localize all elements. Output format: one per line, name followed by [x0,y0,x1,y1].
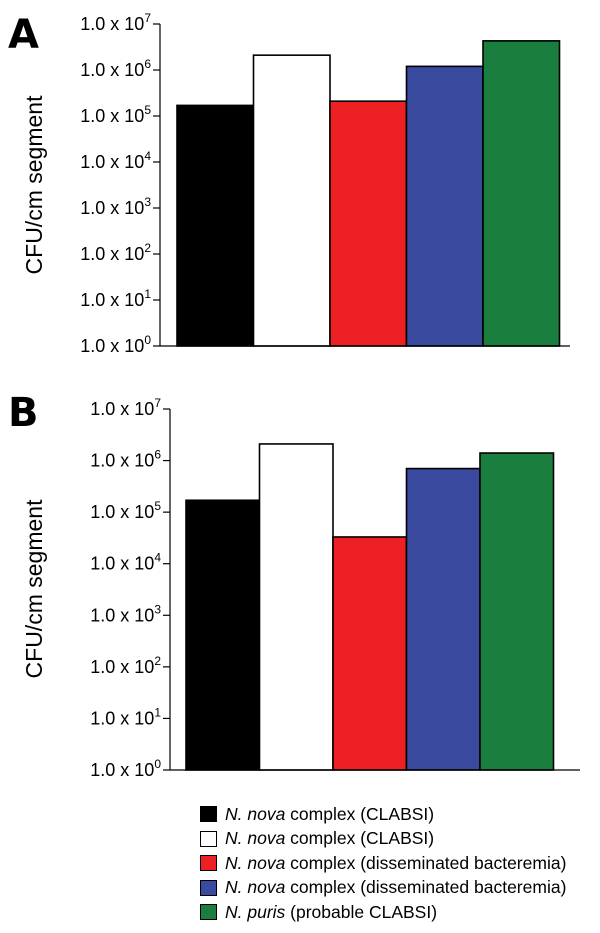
legend-label: N. nova complex (CLABSI) [225,803,435,824]
legend-label: N. puris (probable CLABSI) [225,901,438,922]
y-tick-label: 1.0 x 100 [80,333,151,356]
y-tick-label: 1.0 x 103 [90,602,161,625]
chart-panel-b: B CFU/cm segment 1.0 x 100 1.0 x 101 1.0 x 1… [8,390,580,780]
panel-letter: A [8,12,39,58]
y-tick-label: 1.0 x 104 [90,551,161,574]
y-tick-label: 1.0 x 102 [80,241,151,264]
y-tick-label: 1.0 x 101 [80,287,151,310]
bar [252,54,331,347]
legend: N. nova complex (CLABSI) N. nova complex … [200,802,566,925]
legend-item: N. nova complex (disseminated bacteremia… [200,851,566,876]
y-tick-label: 1.0 x 106 [90,448,161,471]
legend-item: N. nova complex (disseminated bacteremia… [200,876,566,901]
y-tick-label: 1.0 x 100 [90,757,161,780]
bar [176,104,255,347]
y-tick-label: 1.0 x 107 [80,11,151,34]
legend-label: N. nova complex (CLABSI) [225,828,435,849]
panel-letter: B [8,390,39,436]
y-axis-label: CFU/cm segment [21,499,47,679]
legend-item: N. nova complex (CLABSI) [200,827,566,852]
y-tick-label: 1.0 x 104 [80,149,151,172]
legend-swatch [200,855,217,872]
legend-swatch [200,806,217,823]
bar [332,536,408,771]
bar [258,443,334,771]
legend-swatch [200,904,217,921]
y-tick-label: 1.0 x 105 [90,499,161,522]
figure: A CFU/cm segment 1.0 x 100 1.0 x 101 1.0 x 1… [8,11,580,780]
bar [185,499,261,771]
y-tick-label: 1.0 x 101 [90,705,161,728]
legend-swatch [200,879,217,896]
legend-item: N. nova complex (CLABSI) [200,802,566,827]
bar [482,40,561,347]
bar [405,65,484,347]
y-tick-label: 1.0 x 106 [80,57,151,80]
bar [405,467,481,771]
bar [329,100,408,347]
y-tick-label: 1.0 x 107 [90,396,161,419]
bar [479,452,555,771]
y-tick-label: 1.0 x 105 [80,103,151,126]
y-tick-label: 1.0 x 102 [90,654,161,677]
y-tick-label: 1.0 x 103 [80,195,151,218]
legend-label: N. nova complex (disseminated bacteremia… [225,877,567,898]
chart-panel-a: A CFU/cm segment 1.0 x 100 1.0 x 101 1.0 x 1… [8,11,570,356]
legend-swatch [200,830,217,847]
y-axis-label: CFU/cm segment [21,95,47,275]
legend-item: N. puris (probable CLABSI) [200,900,566,925]
legend-label: N. nova complex (disseminated bacteremia… [225,852,567,873]
